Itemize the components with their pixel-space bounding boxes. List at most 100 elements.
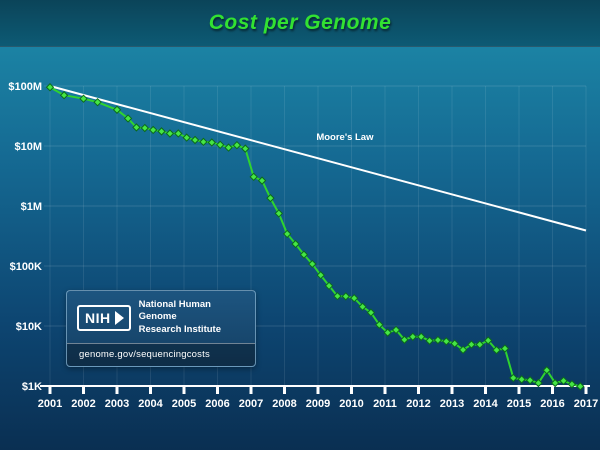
- data-point-diamond: [232, 140, 242, 150]
- data-point-diamond: [324, 281, 334, 291]
- x-axis-label: 2016: [540, 398, 564, 410]
- x-axis-label: 2003: [105, 398, 129, 410]
- data-point-diamond: [132, 123, 141, 132]
- page-title: Cost per Genome: [208, 11, 392, 34]
- moores-law-label: Moore's Law: [316, 132, 374, 143]
- data-point-diamond: [542, 366, 552, 375]
- institute-name: National Human Genome Research Institute: [139, 299, 245, 336]
- data-point-diamond: [567, 380, 577, 389]
- y-axis-label: $1K: [22, 381, 42, 393]
- x-axis-label: 2008: [272, 398, 296, 410]
- nih-logo-text: NIH: [85, 309, 111, 326]
- x-axis-label: 2013: [440, 398, 464, 410]
- x-axis-tick: [283, 387, 286, 394]
- data-point-diamond: [182, 133, 191, 142]
- x-axis-tick: [350, 387, 353, 394]
- data-point-diamond: [224, 143, 233, 152]
- x-axis-tick: [450, 387, 454, 394]
- x-axis-tick: [584, 387, 588, 394]
- x-axis-label: 2005: [172, 398, 196, 410]
- data-point-diamond: [199, 137, 208, 147]
- y-axis-label: $1M: [21, 201, 42, 213]
- x-axis-label: 2001: [38, 398, 62, 410]
- data-point-diamond: [93, 97, 102, 107]
- nih-logo: NIH: [77, 304, 131, 331]
- data-point-diamond: [174, 129, 183, 138]
- x-axis-label: 2011: [373, 398, 397, 410]
- x-axis-label: 2006: [205, 398, 229, 410]
- x-axis-label: 2007: [239, 398, 263, 410]
- x-axis-tick: [115, 387, 119, 394]
- x-axis-label: 2014: [473, 398, 498, 410]
- data-point-diamond: [207, 138, 217, 147]
- data-point-diamond: [517, 375, 526, 384]
- data-point-diamond: [112, 105, 122, 114]
- x-axis-tick: [383, 387, 387, 394]
- y-axis-label: $100K: [10, 261, 42, 273]
- x-axis-label: 2002: [71, 398, 95, 410]
- x-axis-tick: [48, 387, 52, 394]
- data-point-diamond: [257, 176, 267, 185]
- x-axis-label: 2015: [507, 398, 531, 410]
- data-point-diamond: [79, 94, 88, 103]
- data-point-diamond: [349, 293, 359, 303]
- data-point-diamond: [576, 382, 585, 391]
- data-point-diamond: [308, 259, 317, 269]
- data-point-diamond: [165, 129, 175, 138]
- data-point-diamond: [366, 308, 376, 317]
- data-point-diamond: [416, 332, 426, 341]
- data-point-diamond: [299, 250, 309, 259]
- data-point-diamond: [400, 335, 409, 344]
- data-point-diamond: [341, 292, 351, 301]
- data-point-diamond: [550, 378, 560, 388]
- nih-logo-box: NIH National Human Genome Research Insti…: [66, 290, 256, 368]
- data-point-diamond: [249, 172, 258, 182]
- x-axis-tick: [484, 387, 487, 394]
- x-axis-label: 2009: [306, 398, 330, 410]
- data-point-diamond: [534, 378, 543, 388]
- x-axis-label: 2004: [138, 398, 163, 410]
- x-axis-tick: [149, 387, 152, 394]
- data-point-diamond: [500, 344, 510, 353]
- data-point-diamond: [148, 125, 158, 135]
- x-axis-tick: [82, 387, 85, 394]
- data-point-diamond: [375, 320, 384, 329]
- genome-url: genome.gov/sequencingcosts: [67, 343, 255, 367]
- data-point-diamond: [316, 270, 325, 280]
- x-axis-tick: [517, 387, 521, 394]
- data-point-diamond: [266, 193, 275, 203]
- data-point-diamond: [274, 209, 284, 218]
- data-point-diamond: [442, 337, 451, 346]
- x-axis-tick: [316, 387, 320, 394]
- x-axis-label: 2017: [574, 398, 598, 410]
- data-point-diamond: [190, 135, 200, 145]
- data-point-diamond: [45, 83, 55, 92]
- x-axis-tick: [182, 387, 186, 394]
- x-axis-tick: [249, 387, 253, 394]
- data-point-diamond: [140, 123, 150, 133]
- data-point-diamond: [483, 336, 493, 345]
- data-point-diamond: [333, 291, 342, 301]
- y-axis-label: $10K: [16, 321, 42, 333]
- data-point-diamond: [383, 328, 392, 337]
- data-point-diamond: [391, 325, 401, 335]
- data-point-diamond: [408, 332, 418, 341]
- data-point-diamond: [358, 302, 367, 311]
- moores-law-line: [49, 85, 587, 232]
- data-point-diamond: [282, 229, 292, 239]
- x-axis-label: 2010: [339, 398, 363, 410]
- data-point-diamond: [475, 340, 485, 349]
- data-point-diamond: [291, 239, 300, 249]
- data-point-diamond: [458, 345, 468, 355]
- data-point-diamond: [241, 144, 250, 153]
- data-point-diamond: [467, 340, 476, 349]
- data-point-diamond: [425, 336, 434, 345]
- data-point-diamond: [433, 335, 443, 345]
- institute-name-line1: National Human Genome: [138, 299, 211, 323]
- nih-arrow-icon: [114, 310, 124, 325]
- x-axis-tick: [417, 387, 420, 394]
- x-axis-label: 2012: [406, 398, 430, 410]
- data-point-diamond: [509, 373, 518, 383]
- data-point-diamond: [157, 127, 166, 136]
